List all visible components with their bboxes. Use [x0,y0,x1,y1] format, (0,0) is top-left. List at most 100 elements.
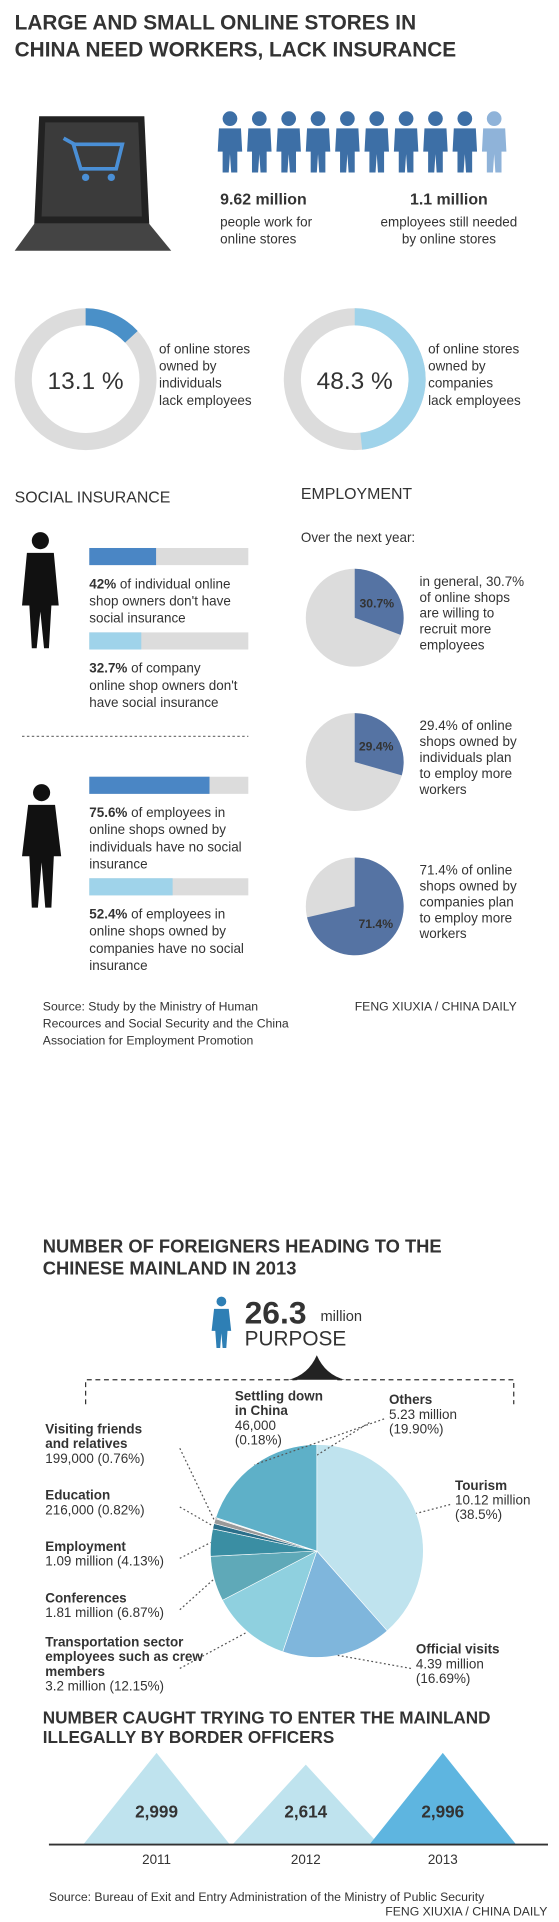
slice-name: in China [235,1403,289,1418]
donut-text: lack employees [428,393,521,408]
stat-value: 9.62 million [220,191,307,208]
slice-value: 1.09 million (4.13%) [45,1554,164,1569]
stat-text: employees still needed [381,214,518,229]
leader-line [254,1418,385,1466]
credit: FENG XIUXIA / CHINA DAILY [355,999,517,1013]
pie-slice [215,1444,318,1552]
person-icon [481,111,507,173]
title: CHINESE MAINLAND IN 2013 [43,1258,297,1279]
body [276,128,301,173]
donut-text: lack employees [159,393,252,408]
bar-text-line: of employees in [127,805,225,820]
stat-text: online stores [220,231,296,246]
slice-name: Education [45,1488,110,1503]
head [398,111,414,126]
pie-label: 29.4% [359,740,394,754]
section-title: EMPLOYMENT [301,486,413,503]
slice-value: 46,000 [235,1418,276,1433]
person-icon [335,111,360,173]
body [452,128,478,173]
source: Source: Study by the Ministry of Human [43,999,258,1013]
pie-text: individuals plan [420,750,512,765]
bar-value: 52.4% [89,907,127,922]
body [335,128,360,173]
bar-text: insurance [89,856,147,871]
body [423,128,448,173]
slice-name: Settling down [235,1389,323,1404]
slice-name: Conferences [45,1590,126,1605]
leader-line [179,1578,215,1611]
source: Recources and Social Security and the Ch… [43,1016,289,1030]
bar-text: individuals have no social [89,839,241,854]
head [340,111,355,126]
slice-name: members [45,1664,105,1679]
section-title: SOCIAL INSURANCE [15,490,171,507]
title: LARGE AND SMALL ONLINE STORES IN [15,11,416,34]
year-label: 2012 [291,1852,321,1867]
head [222,111,238,126]
pie-text: recruit more [420,622,492,637]
bar [89,878,173,896]
slice-name: Official visits [416,1642,500,1657]
head [310,111,326,126]
bar-text-line: of company [127,661,200,676]
slice-value: (16.69%) [416,1671,471,1686]
bracket-peak [288,1355,345,1380]
pie-slice [307,857,404,956]
person-icon [423,111,448,173]
donut-arc [283,308,426,451]
slice-value: (19.90%) [389,1422,444,1437]
stat-text: by online stores [402,231,496,246]
leader-line [179,1541,212,1559]
head [281,111,297,126]
body [393,128,419,173]
bar-text-line: of individual online [116,576,230,591]
donut-label: 48.3 % [317,368,393,395]
donut-text: of online stores [428,342,519,357]
bar-text: shop owners don't have [89,593,231,608]
donut-arc [14,308,157,451]
pie-text: shops owned by [420,734,517,749]
stat-text: people work for [220,214,312,229]
bar-text-line: of employees in [127,907,225,922]
laptop-icon [14,116,172,251]
pie-slice [282,1550,388,1658]
slice-value: (0.18%) [235,1433,282,1448]
slice-name: employees such as crew [45,1649,203,1664]
title: NUMBER CAUGHT TRYING TO ENTER THE MAINLA… [43,1708,491,1727]
pie-text: are willing to [420,606,495,621]
title: ILLEGALLY BY BORDER OFFICERS [43,1728,335,1747]
pie-text: workers [419,782,467,797]
slice-name: and relatives [45,1436,127,1451]
slice-value: 216,000 (0.82%) [45,1502,144,1517]
bar-value: 42% [89,576,116,591]
stat-value: 1.1 million [410,191,488,208]
subtitle: PURPOSE [245,1328,347,1351]
pie-label: 71.4% [358,917,393,931]
donut-text: owned by [428,359,486,374]
body [481,128,507,173]
leader-line [179,1506,214,1527]
bar-text: 75.6% of employees in [89,805,225,820]
title: CHINA NEED WORKERS, LACK INSURANCE [15,38,457,61]
pie-slice [222,1550,318,1653]
body [247,128,272,173]
businessman-icon [22,532,59,649]
pie-text: 71.4% of online [420,863,513,878]
slice-name: Others [389,1392,432,1407]
bar [89,632,142,650]
bar-text: 42% of individual online [89,576,230,591]
pie-text: to employ more [420,910,513,925]
slice-value: 3.2 million (12.15%) [45,1678,164,1693]
pie-text: employees [420,638,485,653]
slice-name: Tourism [455,1478,507,1493]
pie-text: companies plan [420,894,514,909]
slice-value: 4.39 million [416,1656,484,1671]
slice-value: 5.23 million [389,1407,457,1422]
bar-text: 52.4% of employees in [89,907,225,922]
slice-value: 1.81 million (6.87%) [45,1605,164,1620]
bar-text: 32.7% of company [89,661,201,676]
bar [89,776,210,794]
head [457,111,473,126]
